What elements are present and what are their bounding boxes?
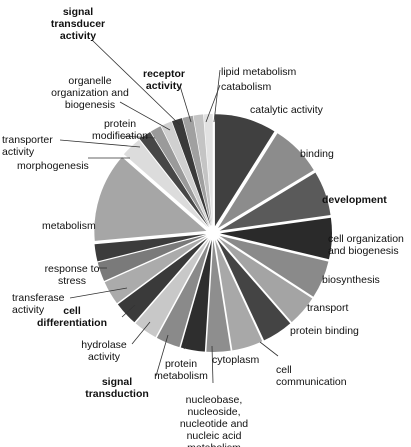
pie-slice-response-to-stress	[94, 234, 207, 262]
pie-slice-nucleobase-nucleoside-nucleotide-and-nucleic-acid-metabolism	[180, 239, 212, 352]
leader-line	[91, 39, 181, 126]
pie-slice-cell-organization-and-biogenesis	[219, 217, 332, 260]
slice-label: signal transduction	[85, 376, 149, 400]
pie-slice-protein-binding	[216, 238, 291, 341]
slice-label: response to stress	[45, 263, 100, 287]
pie-slice-transport	[218, 237, 313, 323]
pie-slice-catabolism	[193, 114, 213, 227]
leader-line	[131, 321, 151, 345]
pie-slice-metabolism	[94, 157, 207, 241]
slice-label: protein metabolism	[154, 358, 208, 382]
pie-slice-cell-communication	[215, 239, 263, 351]
leader-line	[119, 135, 156, 139]
pie-slice-transporter-activity	[139, 131, 209, 228]
leader-line	[155, 334, 169, 377]
slice-label: cell differentiation	[37, 305, 107, 329]
pie-slice-catalytic-activity	[214, 114, 275, 227]
slice-label: cytoplasm	[212, 354, 260, 366]
slice-label: morphogenesis	[17, 160, 89, 172]
leader-line	[259, 341, 279, 357]
leader-line	[183, 339, 189, 350]
slice-label: signal transducer activity	[51, 6, 105, 42]
slice-label: biosynthesis	[322, 274, 380, 286]
pie-slice-transferase-activity	[97, 235, 207, 281]
leader-line	[59, 139, 141, 148]
pie-slice-protein-modification	[150, 126, 210, 227]
slices-layer	[94, 114, 332, 352]
leader-line	[211, 345, 214, 384]
slice-label: catabolism	[221, 81, 271, 93]
pie-slice-biosynthesis	[219, 235, 329, 297]
pie-slice-lipid-metabolism	[203, 114, 213, 227]
leader-line	[179, 85, 192, 123]
pie-slice-development	[219, 172, 331, 231]
leader-line	[119, 101, 171, 131]
slice-label: development	[322, 194, 387, 206]
pie-slice-morphogenesis	[123, 139, 209, 228]
slice-label: organelle organization and biogenesis	[51, 75, 129, 111]
slice-label: protein binding	[290, 325, 359, 337]
slice-label: receptor activity	[143, 68, 185, 92]
pie-slice-signal-transducer-activity	[171, 118, 211, 227]
pie-slice-organelle-organization-and-biogenesis	[161, 121, 211, 227]
slice-label: metabolism	[42, 220, 96, 232]
pie-slice-protein-metabolism	[156, 239, 211, 348]
slice-label: transport	[307, 302, 349, 314]
slice-label: transporter activity	[2, 134, 53, 158]
leader-line	[69, 287, 128, 299]
pie-slice-cell-differentiation	[104, 236, 207, 304]
slice-label: lipid metabolism	[221, 66, 297, 78]
slice-label: protein modification	[92, 118, 148, 142]
pie-slice-cytoplasm	[206, 239, 231, 352]
slice-label: cell organization and biogenesis	[328, 233, 404, 257]
leader-lines-layer	[59, 39, 279, 384]
slice-label: catalytic activity	[250, 104, 324, 116]
pie-slice-hydrolase-activity	[117, 237, 208, 323]
slice-label: hydrolase activity	[81, 339, 127, 363]
slice-label: transferase activity	[12, 292, 65, 316]
pie-slice-signal-transduction	[135, 238, 210, 338]
pie-slice-binding	[217, 133, 314, 229]
pie-slice-receptor-activity	[182, 115, 212, 227]
slice-label: binding	[300, 148, 334, 160]
labels-layer: catalytic activity binding development cell…	[2, 6, 404, 447]
slice-label: cell communication	[276, 364, 347, 388]
slice-label: nucleobase, nucleoside, nucleotide and nucl…	[180, 394, 248, 447]
leader-line	[213, 69, 221, 123]
leader-line	[121, 304, 136, 318]
